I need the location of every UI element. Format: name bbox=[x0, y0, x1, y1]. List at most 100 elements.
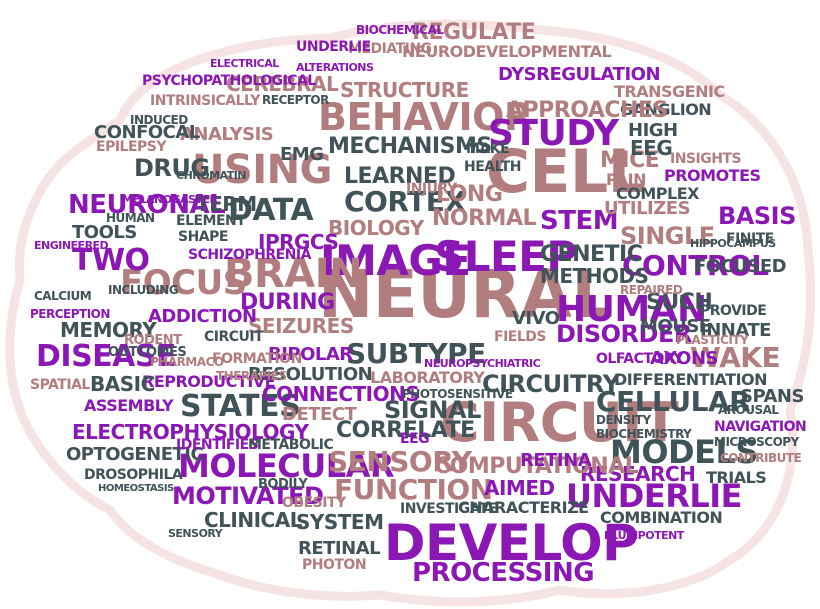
word-finite: FINITE bbox=[726, 231, 774, 247]
word-circuit: CIRCUIT bbox=[440, 391, 679, 454]
word-connections: CONNECTIONS bbox=[262, 382, 420, 406]
word-focus: FOCUS bbox=[120, 263, 247, 303]
word-navigation: NAVIGATION bbox=[714, 419, 807, 435]
word-behavior: BEHAVIOR bbox=[318, 95, 533, 139]
word-differentiation: DIFFERENTIATION bbox=[614, 370, 768, 389]
word-biology: BIOLOGY bbox=[328, 216, 424, 240]
word-term: TERM bbox=[196, 192, 257, 216]
word-make: MAKE bbox=[466, 141, 510, 157]
word-circuitry: CIRCUITRY bbox=[482, 370, 620, 398]
word-addiction: ADDICTION bbox=[148, 306, 257, 327]
word-provide: PROVIDE bbox=[700, 303, 767, 319]
word-mice: MICE bbox=[600, 148, 660, 173]
word-induced: INDUCED bbox=[130, 113, 188, 127]
word-melanogaster: MELANOGASTER bbox=[122, 193, 218, 206]
word-states: STATES bbox=[180, 389, 301, 424]
word-using: USING bbox=[192, 147, 332, 193]
word-reproductive: REPRODUCTIVE bbox=[142, 372, 276, 391]
word-health: HEALTH bbox=[464, 159, 522, 175]
word-investigate: INVESTIGATE bbox=[400, 501, 498, 517]
word-high: HIGH bbox=[628, 120, 678, 141]
word-motivated: MOTIVATED bbox=[172, 482, 324, 510]
word-spans: SPANS bbox=[740, 386, 804, 407]
word-bodily: BODILY bbox=[258, 477, 308, 492]
word-calcium: CALCIUM bbox=[34, 289, 92, 303]
word-density: DENSITY bbox=[596, 413, 651, 427]
word-identifies: IDENTIFIES bbox=[176, 437, 259, 453]
word-human: HUMAN bbox=[556, 289, 707, 330]
word-image: IMAGE bbox=[320, 236, 471, 285]
word-obesity: OBESITY bbox=[282, 495, 346, 511]
word-element: ELEMENT bbox=[176, 213, 246, 229]
word-signal: SIGNAL bbox=[384, 396, 481, 424]
word-aimed: AIMED bbox=[484, 476, 555, 500]
word-dysregulation: DYSREGULATION bbox=[498, 64, 661, 85]
word-processing: PROCESSING bbox=[412, 558, 595, 588]
word-ganglion: GANGLION bbox=[620, 100, 712, 119]
word-laboratory: LABORATORY bbox=[370, 368, 485, 387]
word-neuronal: NEURONAL bbox=[68, 190, 226, 220]
word-hippocampus: HIPPOCAMPUS bbox=[690, 237, 776, 250]
word-neuropsychiatric: NEUROPSYCHIATRIC bbox=[424, 357, 541, 370]
word-intrinsically: INTRINSICALLY bbox=[150, 93, 260, 109]
word-iprgcs: IPRGCS bbox=[258, 230, 339, 254]
word-function: FUNCTION bbox=[334, 473, 493, 506]
word-focused: FOCUSED bbox=[694, 256, 787, 277]
word-cerebral: CEREBRAL bbox=[226, 72, 339, 96]
word-schizophrenia: SCHIZOPHRENIA bbox=[188, 247, 311, 263]
word-outcomes: OUTCOMES bbox=[108, 345, 187, 360]
word-memory: MEMORY bbox=[60, 318, 157, 342]
word-pain: PAIN bbox=[606, 170, 646, 189]
word-underlie-b: UNDERLIE bbox=[296, 39, 371, 55]
word-confocal: CONFOCAL bbox=[94, 122, 200, 143]
word-perception: PERCEPTION bbox=[30, 307, 110, 321]
word-resolution: RESOLUTION bbox=[248, 364, 373, 385]
word-including: INCLUDING bbox=[108, 283, 179, 297]
word-biochemical: BIOCHEMICAL bbox=[356, 23, 444, 37]
word-biochemistry: BIOCHEMISTRY bbox=[596, 427, 692, 441]
word-cell: CELL bbox=[486, 137, 646, 207]
word-disease: DISEASE bbox=[36, 339, 176, 374]
word-research: RESEARCH bbox=[580, 462, 696, 486]
word-basis: BASIS bbox=[718, 202, 796, 230]
word-during: DURING bbox=[240, 290, 335, 315]
word-seizures: SEIZURES bbox=[248, 314, 354, 338]
word-engineered: ENGINEERED bbox=[34, 239, 109, 252]
word-approaches: APPROACHES bbox=[506, 98, 668, 123]
word-emg: EMG bbox=[280, 144, 324, 165]
word-insights: INSIGHTS bbox=[670, 151, 742, 167]
word-photosensitive: PHOTOSENSITIVE bbox=[402, 387, 513, 401]
word-contribute: CONTRIBUTE bbox=[720, 451, 802, 465]
word-stem: STEM bbox=[540, 206, 619, 236]
word-characterize: CHARACTERIZE bbox=[458, 498, 589, 517]
word-molecular: MOLECULAR bbox=[178, 447, 395, 485]
word-neurodevelopmental: NEURODEVELOPMENTAL bbox=[402, 42, 612, 61]
word-repaired: REPAIRED bbox=[620, 283, 683, 297]
word-spatial: SPATIAL bbox=[30, 377, 90, 393]
word-bipolar: BIPOLAR bbox=[268, 344, 353, 365]
word-chromatin: CHROMATIN bbox=[176, 169, 247, 182]
word-pharmaco: PHARMACO bbox=[150, 355, 224, 369]
word-brain: BRAIN bbox=[224, 251, 363, 297]
word-computational: COMPUTATIONAL bbox=[434, 454, 639, 479]
word-sensory-b: SENSORY bbox=[168, 527, 223, 540]
word-electrical: ELECTRICAL bbox=[210, 57, 279, 70]
word-detect: DETECT bbox=[282, 404, 357, 425]
word-retinal: RETINAL bbox=[298, 538, 381, 559]
word-sensory: SENSORY bbox=[328, 445, 472, 478]
word-control: CONTROL bbox=[622, 249, 769, 282]
word-olfactory: OLFACTORY bbox=[596, 351, 684, 367]
word-develop: DEVELOP bbox=[384, 514, 639, 572]
word-methods: METHODS bbox=[540, 264, 649, 288]
word-psychopathological: PSYCHOPATHOLOGICAL bbox=[142, 73, 316, 89]
word-formation: FORMATION bbox=[212, 351, 302, 367]
word-eeg: EEG bbox=[630, 136, 673, 160]
word-study: STUDY bbox=[488, 113, 619, 154]
word-basic: BASIC bbox=[90, 372, 155, 396]
word-trials: TRIALS bbox=[706, 468, 767, 487]
word-wake: WAKE bbox=[690, 341, 781, 374]
word-metabolic: METABOLIC bbox=[248, 437, 334, 453]
word-underlie: UNDERLIE bbox=[566, 477, 742, 515]
